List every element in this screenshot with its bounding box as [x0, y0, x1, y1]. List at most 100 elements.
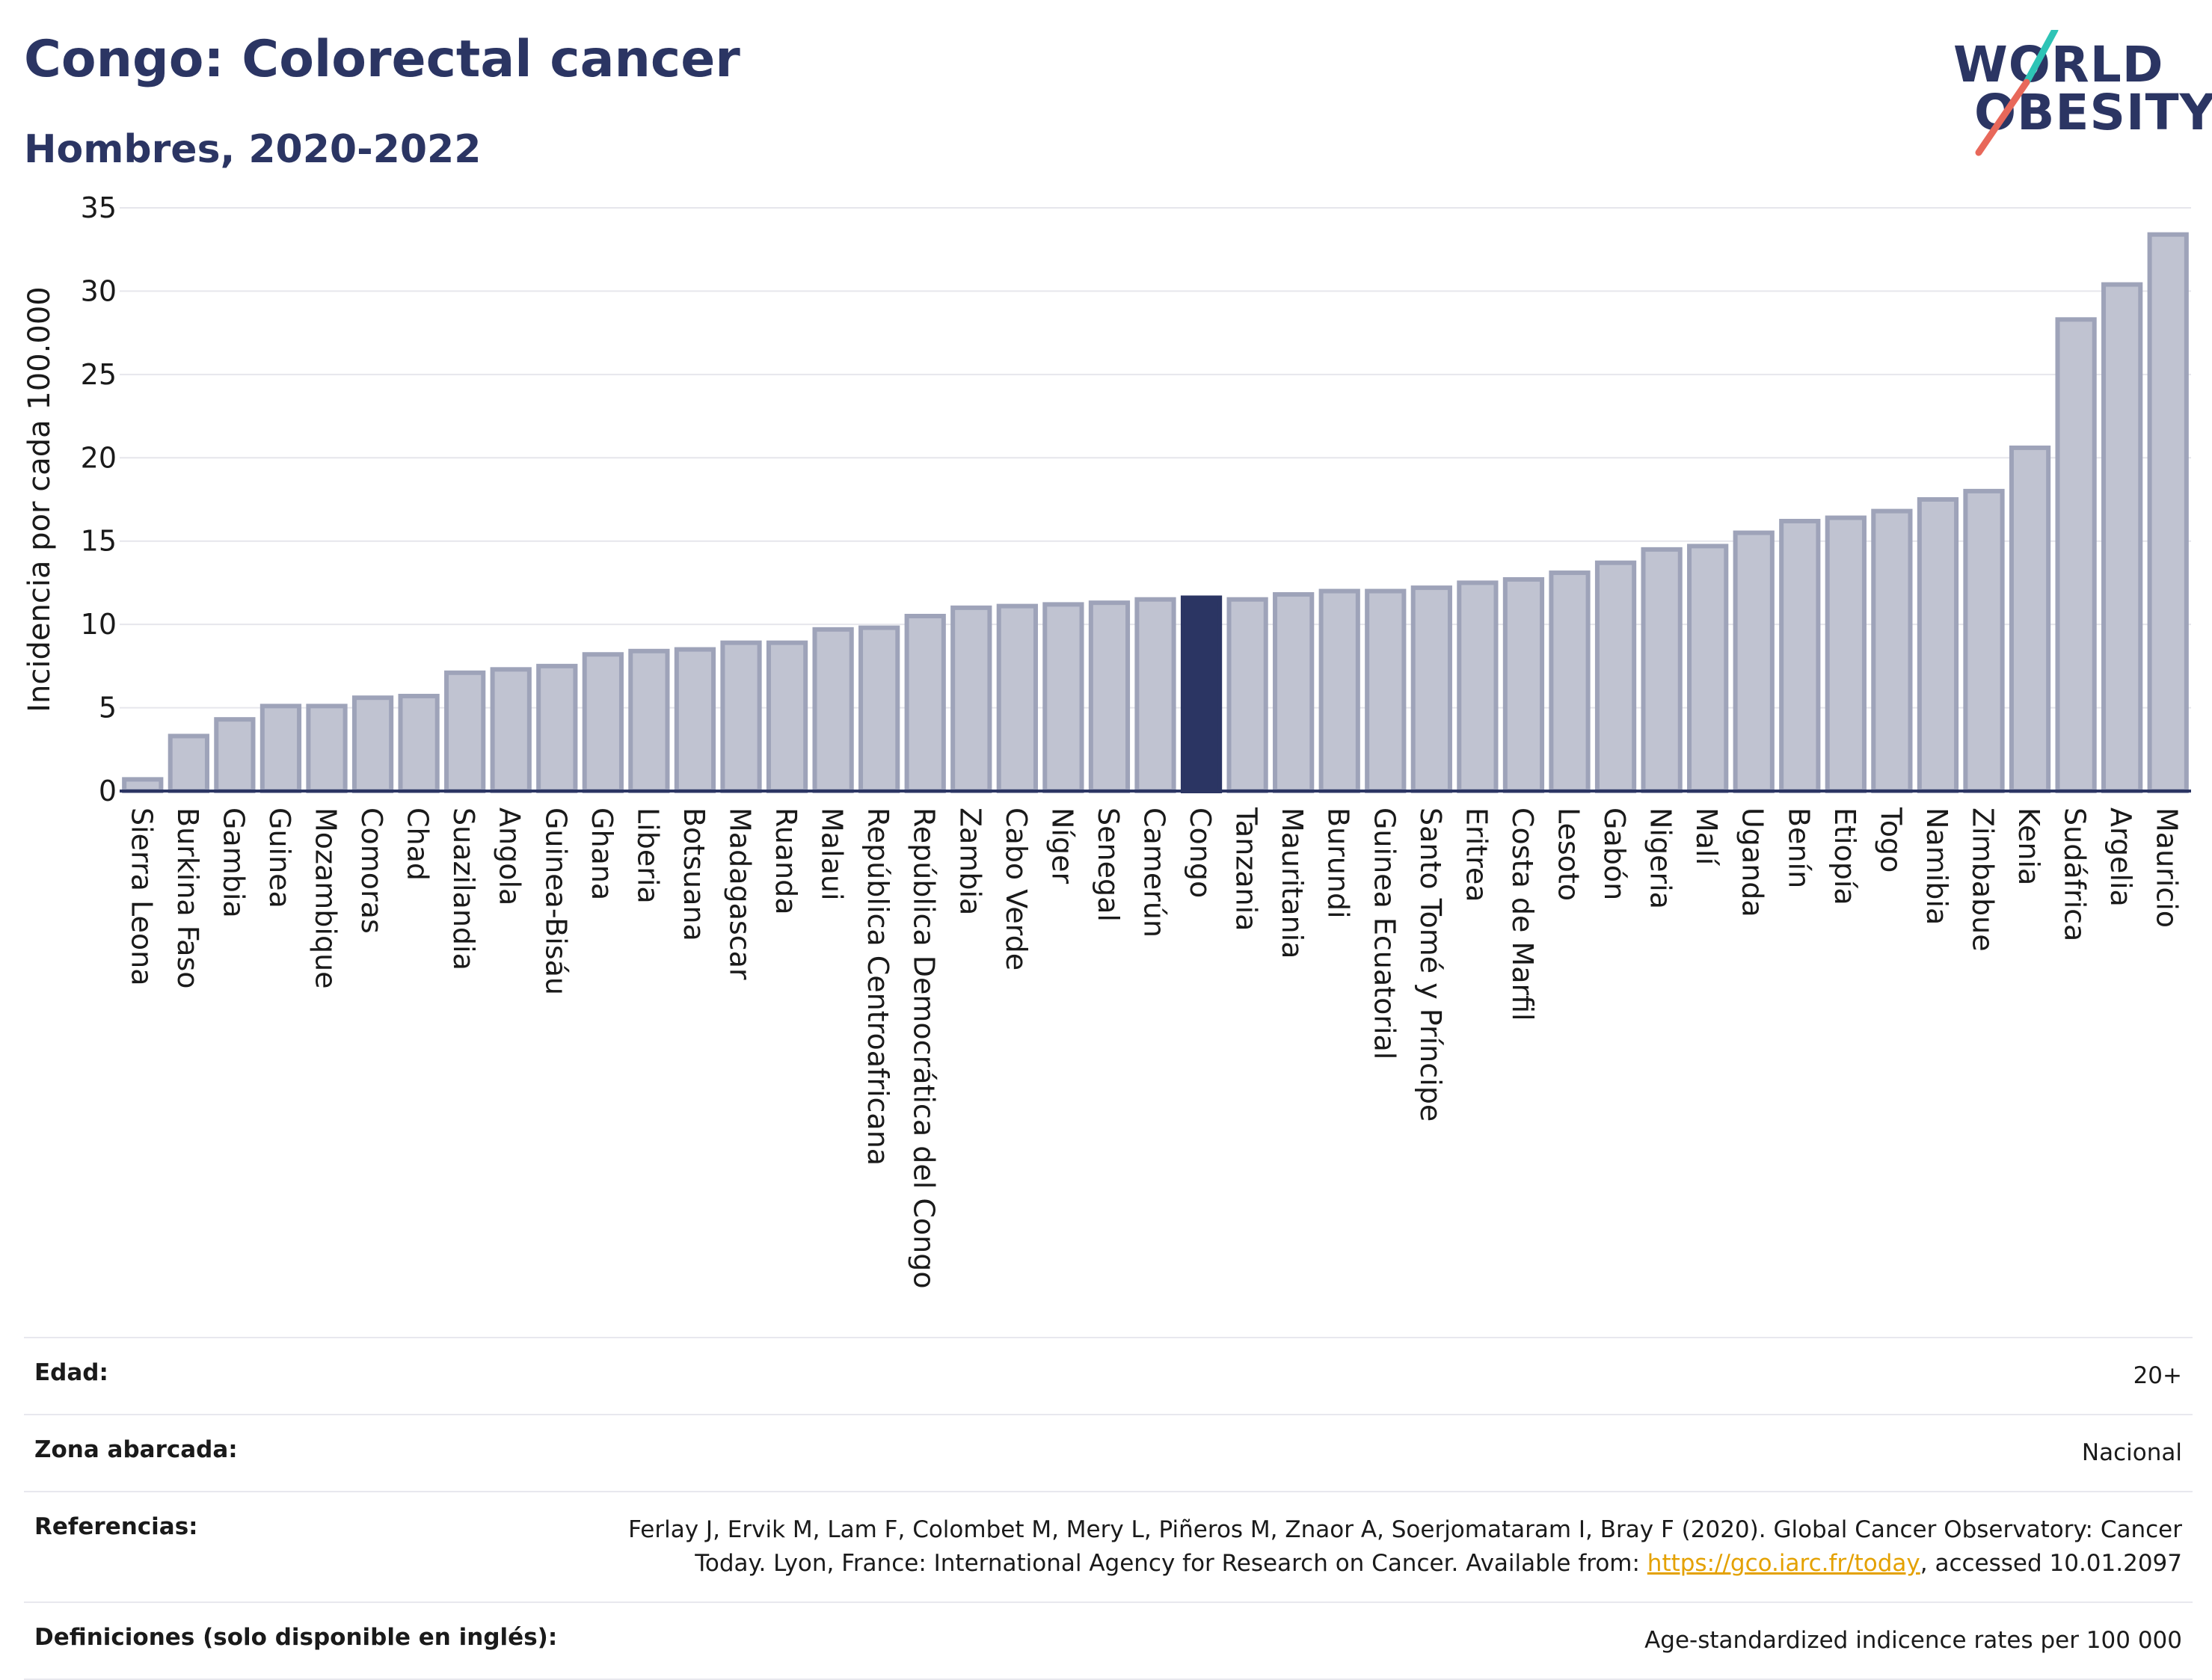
- x-tick-label: Santo Tomé y Príncipe: [1414, 807, 1447, 1121]
- x-tick-label: Kenia: [2012, 807, 2045, 885]
- x-tick-label: República Centroafricana: [861, 807, 894, 1166]
- info-row-definitions: Definiciones (solo disponible en inglés)…: [24, 1601, 2193, 1679]
- x-tick-label: Níger: [1045, 807, 1078, 884]
- x-tick-label: Guinea-Bisáu: [539, 807, 572, 995]
- bar: [674, 647, 716, 793]
- bar: [444, 670, 486, 793]
- logo-text-obesity: OBESITY: [1974, 84, 2212, 141]
- y-tick-label: 10: [81, 608, 117, 641]
- info-row-zone: Zona abarcada: Nacional: [24, 1414, 2193, 1492]
- bar: [536, 663, 578, 793]
- bars: [122, 232, 2189, 794]
- bar: [628, 648, 670, 793]
- x-tick-label: Ruanda: [769, 807, 802, 915]
- y-tick-label: 25: [81, 358, 117, 391]
- x-tick-label: Tanzania: [1230, 807, 1263, 931]
- x-tick-label: Burkina Faso: [171, 807, 204, 989]
- x-tick-label: Guinea: [263, 807, 296, 908]
- x-tick-label: Mozambique: [310, 807, 342, 989]
- bar: [1134, 597, 1176, 793]
- y-tick-labels: 0 5 10 15 20 25 30 35: [81, 191, 117, 807]
- x-tick-labels: Sierra Leona Burkina Faso Gambia Guinea Moza…: [125, 807, 2183, 1289]
- x-tick-label: República Democrática del Congo: [908, 807, 941, 1289]
- definitions-label: Definiciones (solo disponible en inglés)…: [34, 1623, 558, 1651]
- bar: [1318, 588, 1360, 793]
- x-tick-label: Namibia: [1920, 807, 1953, 925]
- bar: [858, 625, 900, 793]
- reference-text-1: Ferlay J, Ervik M, Lam F, Colombet M, Me…: [628, 1516, 2182, 1543]
- age-label: Edad:: [34, 1359, 108, 1386]
- bar: [306, 704, 348, 793]
- x-tick-label: Cabo Verde: [1000, 807, 1033, 970]
- bar-chart: 0 5 10 15 20 25 30 35 Sierra Leona Burkina Faso G…: [22, 191, 2191, 1289]
- bar: [1963, 488, 2005, 793]
- bar: [1226, 597, 1268, 793]
- x-tick-label: Malaui: [816, 807, 849, 901]
- y-tick-label: 30: [81, 274, 117, 307]
- bar: [812, 627, 854, 793]
- bar: [122, 777, 164, 794]
- bar: [2147, 232, 2189, 793]
- bar: [490, 667, 532, 793]
- reference-text-2: Today. Lyon, France: International Agenc…: [695, 1549, 1647, 1577]
- x-tick-label: Argelia: [2104, 807, 2137, 907]
- info-table: Edad: 20+ Zona abarcada: Nacional Refere…: [24, 1337, 2193, 1680]
- x-tick-label: Botsuana: [678, 807, 710, 941]
- x-tick-label: Angola: [494, 807, 526, 905]
- zone-label: Zona abarcada:: [34, 1436, 238, 1463]
- bar-highlight: [1180, 595, 1223, 793]
- bar: [1042, 602, 1084, 794]
- bar: [2055, 317, 2097, 794]
- bar: [766, 640, 808, 794]
- x-tick-label: Congo: [1184, 807, 1217, 898]
- bar: [1687, 544, 1729, 793]
- x-tick-label: Costa de Marfil: [1506, 807, 1539, 1021]
- bar: [1457, 580, 1499, 794]
- x-tick-label: Gambia: [217, 807, 250, 918]
- x-tick-label: Chad: [402, 807, 434, 881]
- bar: [996, 603, 1038, 794]
- bar: [1594, 560, 1637, 793]
- x-tick-label: Uganda: [1736, 807, 1769, 917]
- references-value: Ferlay J, Ervik M, Lam F, Colombet M, Me…: [583, 1492, 2193, 1602]
- x-tick-label: Liberia: [631, 807, 664, 904]
- bar: [214, 717, 256, 794]
- definitions-value: Age-standardized indicence rates per 100…: [1644, 1626, 2182, 1654]
- x-tick-label: Benín: [1782, 807, 1815, 888]
- bar: [259, 704, 302, 793]
- info-row-age: Edad: 20+: [24, 1338, 2193, 1415]
- reference-text-3: , accessed 10.01.2097: [1920, 1549, 2182, 1577]
- bar: [1871, 508, 1913, 793]
- x-tick-label: Camerún: [1138, 807, 1171, 938]
- y-tick-label: 5: [99, 692, 117, 724]
- x-tick-label: Burundi: [1322, 807, 1355, 919]
- x-tick-label: Malí: [1690, 807, 1723, 867]
- x-tick-label: Zimbabue: [1967, 807, 2000, 952]
- bar: [720, 640, 762, 794]
- bar: [904, 614, 946, 793]
- bar: [1502, 576, 1545, 793]
- x-tick-label: Mauricio: [2151, 807, 2184, 928]
- bar: [398, 693, 440, 794]
- x-tick-label: Etiopía: [1828, 807, 1861, 905]
- y-tick-label: 15: [81, 525, 117, 558]
- bar: [2009, 445, 2051, 793]
- x-tick-label: Lesoto: [1552, 807, 1585, 901]
- reference-link[interactable]: https://gco.iarc.fr/today: [1647, 1549, 1920, 1577]
- age-value: 20+: [2133, 1362, 2182, 1389]
- x-tick-label: Gabón: [1598, 807, 1631, 900]
- page-title: Congo: Colorectal cancer: [24, 30, 740, 89]
- page-subtitle: Hombres, 2020-2022: [24, 127, 482, 172]
- logo-text-world: WORLD: [1953, 36, 2164, 93]
- x-tick-label: Togo: [1874, 807, 1907, 873]
- bar: [1273, 592, 1315, 793]
- world-obesity-logo: WORLD OBESITY: [1944, 30, 2212, 157]
- x-tick-label: Mauritania: [1276, 807, 1309, 959]
- bar: [1779, 518, 1821, 793]
- info-row-references: Referencias: Ferlay J, Ervik M, Lam F, C…: [24, 1491, 2193, 1602]
- x-tick-label: Nigeria: [1644, 807, 1677, 909]
- bar: [582, 652, 624, 793]
- x-tick-label: Guinea Ecuatorial: [1368, 807, 1401, 1059]
- bar: [168, 733, 209, 794]
- x-tick-label: Zambia: [953, 807, 986, 915]
